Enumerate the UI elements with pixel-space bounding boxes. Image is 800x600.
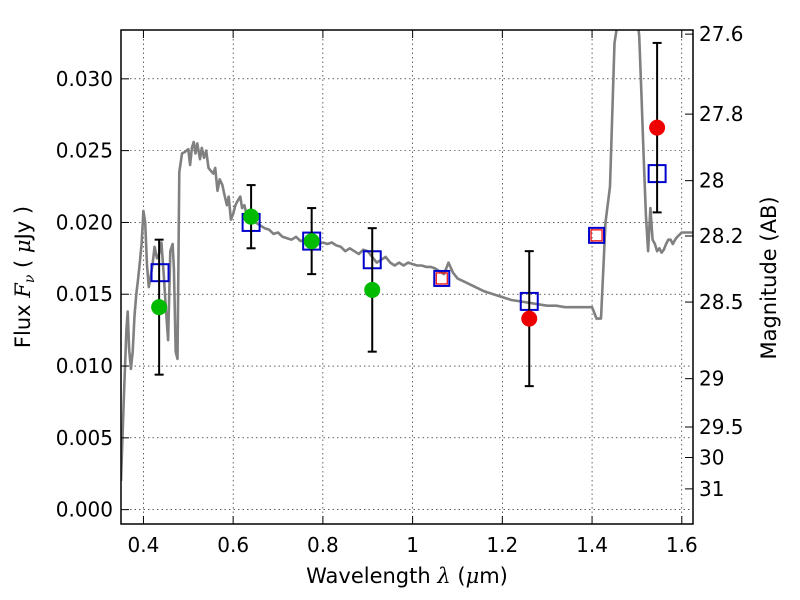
y-tick-label: 0.005	[56, 426, 113, 450]
synthetic-photometry-marker	[588, 226, 606, 244]
ir-detection-point	[521, 310, 538, 327]
synthetic-photometry-marker	[433, 269, 451, 287]
y2-tick-label: 28.5	[699, 290, 744, 314]
detection-point	[243, 208, 260, 225]
plot-background	[121, 30, 693, 524]
x-tick-label: 0.6	[217, 533, 249, 557]
detection-point	[303, 233, 320, 250]
model-spectrum-line	[121, 30, 693, 481]
y-tick-label: 0.020	[56, 210, 113, 234]
y2-tick-label: 31	[699, 477, 724, 501]
y-tick-label: 0.015	[56, 282, 113, 306]
ir-detection-point	[649, 119, 666, 136]
model-spectrum-layer	[121, 30, 693, 481]
y-tick-label: 0.030	[56, 67, 113, 91]
x-tick-label: 1.2	[486, 533, 518, 557]
y-tick-label: 0.010	[56, 354, 113, 378]
y-tick-label: 0.025	[56, 139, 113, 163]
plot-frame	[120, 29, 694, 525]
x-tick-label: 1	[406, 533, 419, 557]
grid	[121, 30, 693, 524]
y2-tick-label: 28.2	[699, 224, 744, 248]
synthetic-inner-marker	[590, 229, 603, 242]
x-tick-label: 1.6	[666, 533, 698, 557]
y2-tick-label: 28	[699, 169, 724, 193]
detection-layer	[151, 119, 666, 327]
x-tick-label: 0.8	[307, 533, 339, 557]
x-tick-label: 1.4	[576, 533, 608, 557]
y-axis-label: Flux Fν ( μJy )	[11, 206, 38, 348]
y2-tick-label: 30	[699, 445, 724, 469]
synthetic-photometry-layer	[150, 164, 667, 311]
x-axis-label: Wavelength λ (μm)	[306, 564, 508, 588]
ticks: 0.4 0.6 0.8 1 1.2 1.4 1.6 0.000 0.005 0.010 0.015 0…	[56, 22, 744, 557]
x-tick-label: 0.4	[128, 533, 160, 557]
y2-axis-label: Magnitude (AB)	[757, 196, 781, 359]
y2-tick-label: 27.6	[699, 22, 744, 46]
y2-tick-label: 27.8	[699, 102, 744, 126]
synthetic-inner-marker	[435, 272, 448, 285]
y2-tick-label: 29	[699, 367, 724, 391]
detection-point	[151, 299, 168, 316]
detection-point	[364, 281, 381, 298]
y-tick-label: 0.000	[56, 498, 113, 522]
y2-tick-label: 29.5	[699, 415, 744, 439]
